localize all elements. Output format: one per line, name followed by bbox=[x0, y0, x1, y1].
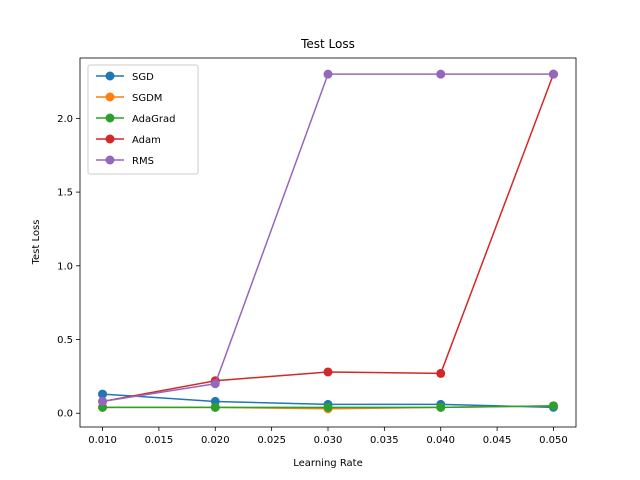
data-point-rms bbox=[323, 69, 333, 79]
legend-box bbox=[87, 64, 199, 175]
legend-swatch-marker-sgd bbox=[105, 71, 115, 81]
chart-title: Test Loss bbox=[300, 37, 355, 51]
y-tick-label: 2.0 bbox=[57, 114, 73, 125]
data-point-rms bbox=[548, 69, 558, 79]
x-tick-label: 0.040 bbox=[426, 435, 455, 446]
legend-label-adam: Adam bbox=[132, 135, 161, 146]
x-tick-label: 0.035 bbox=[370, 435, 399, 446]
legend-swatch-marker-adam bbox=[105, 134, 115, 144]
y-tick-label: 0.5 bbox=[57, 335, 73, 346]
data-point-adagrad bbox=[323, 402, 333, 412]
legend-swatch-marker-rms bbox=[105, 155, 115, 165]
legend-label-adagrad: AdaGrad bbox=[132, 114, 175, 125]
data-point-adam bbox=[323, 367, 333, 377]
legend-swatch-marker-adagrad bbox=[105, 113, 115, 123]
y-tick-label: 1.5 bbox=[57, 188, 73, 199]
data-point-sgd bbox=[98, 389, 108, 399]
y-tick-label: 1.0 bbox=[57, 261, 73, 272]
y-tick-label: 0.0 bbox=[57, 409, 73, 420]
x-tick-label: 0.045 bbox=[483, 435, 512, 446]
axes-frame bbox=[79, 57, 577, 428]
legend-swatch-marker-sgdm bbox=[105, 92, 115, 102]
legend-label-sgd: SGD bbox=[132, 72, 154, 83]
x-tick-label: 0.020 bbox=[201, 435, 230, 446]
data-point-adagrad bbox=[436, 402, 446, 412]
data-point-rms bbox=[98, 396, 108, 406]
data-point-rms bbox=[210, 379, 220, 389]
data-point-adagrad bbox=[210, 402, 220, 412]
x-tick-label: 0.030 bbox=[314, 435, 343, 446]
legend-label-sgdm: SGDM bbox=[132, 93, 162, 104]
x-tick-label: 0.050 bbox=[539, 435, 568, 446]
x-axis-label: Learning Rate bbox=[293, 458, 363, 469]
x-tick-label: 0.015 bbox=[145, 435, 174, 446]
data-point-rms bbox=[436, 69, 446, 79]
legend-label-rms: RMS bbox=[132, 156, 154, 167]
x-tick-label: 0.010 bbox=[88, 435, 117, 446]
plot-area: 0.010 0.015 0.020 0.025 0.030 0.035 0.040 0.045… bbox=[57, 57, 577, 446]
data-point-adagrad bbox=[548, 401, 558, 411]
y-axis-label: Test Loss bbox=[31, 220, 42, 266]
data-point-adam bbox=[436, 368, 446, 378]
x-tick-label: 0.025 bbox=[257, 435, 286, 446]
legend: SGD SGDM AdaGrad Adam RMS bbox=[87, 64, 199, 175]
